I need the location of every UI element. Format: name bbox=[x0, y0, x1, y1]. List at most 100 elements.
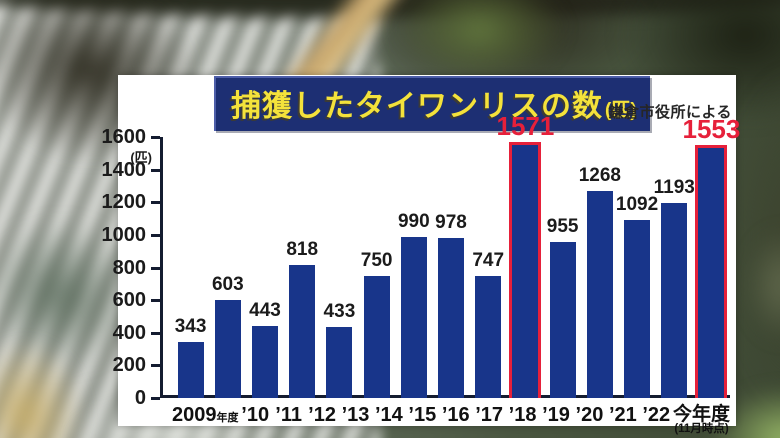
x-axis-label-main: ’18 bbox=[508, 404, 537, 426]
chart-title-banner: 捕獲したタイワンリスの数 (匹) bbox=[214, 76, 650, 131]
x-axis-label-text: 今年度 bbox=[672, 404, 730, 425]
bar bbox=[177, 342, 204, 398]
bar-slot: 1553 bbox=[683, 115, 740, 398]
y-tick-label: 1600 bbox=[101, 126, 147, 148]
x-axis-label-text: 2009 年度 bbox=[172, 404, 239, 426]
x-axis-label: ’11 bbox=[272, 405, 305, 436]
y-tick-mark bbox=[151, 168, 160, 172]
x-axis-label-main: ’14 bbox=[374, 404, 403, 426]
y-tick-label: 200 bbox=[112, 354, 146, 377]
y-tick-label: 1000 bbox=[101, 223, 147, 246]
bar bbox=[252, 326, 278, 398]
y-axis-unit: (匹) bbox=[130, 150, 152, 165]
x-axis-label-text: ’10 bbox=[241, 404, 270, 426]
x-axis-label-text: ’15 bbox=[408, 404, 437, 426]
x-axis-label: ’19 bbox=[539, 405, 572, 436]
bar-slot: 978 bbox=[432, 137, 469, 398]
x-axis-label-text: ’17 bbox=[475, 405, 503, 426]
x-axis-label-main: ’21 bbox=[608, 404, 637, 426]
plot-area: (匹) 1600 1400 1200 1000 800 600 400 200 0 343 603… bbox=[102, 112, 741, 409]
x-axis-label-main: ’22 bbox=[642, 404, 671, 426]
x-axis-label-text: ’14 bbox=[374, 404, 403, 426]
bar bbox=[475, 276, 502, 398]
bar-value-label: 433 bbox=[323, 301, 356, 323]
bar bbox=[326, 327, 353, 398]
x-axis-label: ’15 bbox=[406, 405, 439, 436]
bar-slot: 1092 bbox=[615, 137, 659, 398]
x-axis-label: ’10 bbox=[239, 405, 272, 436]
bar bbox=[214, 300, 241, 398]
bar bbox=[661, 203, 688, 398]
y-tick-mark bbox=[151, 266, 160, 270]
y-tick-mark bbox=[151, 331, 160, 335]
bar bbox=[400, 237, 427, 398]
bar-slot: 955 bbox=[544, 137, 581, 398]
bar-value-label: 1092 bbox=[615, 194, 659, 216]
x-axis-label-text: ’12 bbox=[308, 404, 336, 426]
bar-slot: 1571 bbox=[497, 112, 554, 398]
bar-slot: 750 bbox=[358, 137, 395, 398]
x-axis-label: ’17 bbox=[472, 405, 505, 436]
bar-value-label: 747 bbox=[472, 250, 505, 272]
x-axis-label: ’18 bbox=[506, 405, 539, 436]
bar-slot: 433 bbox=[321, 137, 358, 398]
bar bbox=[438, 238, 465, 398]
x-axis-label: ’13 bbox=[339, 405, 372, 436]
chart-panel: 捕獲したタイワンリスの数 (匹) 鎌倉市役所による (匹) 1600 1400 120… bbox=[102, 75, 741, 435]
bars-container: 343 603 443 818 433 750 990 978 747 1571 955 1268 10… bbox=[160, 112, 740, 398]
x-axis-label: ’16 bbox=[439, 405, 472, 436]
bar bbox=[549, 242, 576, 398]
y-tick-label: 600 bbox=[112, 289, 146, 312]
bar-slot: 443 bbox=[246, 137, 283, 398]
y-tick-label: 1200 bbox=[101, 191, 147, 214]
x-axis-label-main: ’11 bbox=[275, 404, 302, 426]
x-axis-label-main: ’12 bbox=[308, 404, 336, 426]
bar-value-label: 1571 bbox=[496, 111, 555, 142]
y-tick-mark bbox=[151, 397, 160, 400]
x-axis-label-text: ’18 bbox=[508, 404, 537, 426]
x-axis-label-main: ’13 bbox=[341, 404, 370, 426]
bar-slot: 603 bbox=[209, 137, 246, 398]
x-axis-label-main: ’16 bbox=[441, 404, 470, 426]
bar-value-label: 1553 bbox=[682, 114, 741, 145]
bar-value-label: 603 bbox=[211, 274, 244, 296]
x-axis-label: ’14 bbox=[372, 405, 405, 436]
x-axis-label-text: ’11 bbox=[275, 404, 302, 426]
bar-slot: 1193 bbox=[653, 137, 695, 398]
bar-value-label: 818 bbox=[286, 239, 319, 261]
x-axis-label-text: ’16 bbox=[441, 404, 470, 426]
bar-value-label: 1193 bbox=[653, 177, 695, 199]
bar bbox=[363, 276, 390, 398]
bar-slot: 990 bbox=[395, 137, 432, 398]
x-axis-label-text: ’19 bbox=[542, 405, 570, 426]
bar bbox=[289, 265, 316, 398]
bar-highlighted bbox=[509, 142, 542, 398]
x-axis-label: ’21 bbox=[606, 405, 639, 436]
bar-value-label: 443 bbox=[249, 300, 281, 322]
bar-highlighted bbox=[695, 145, 728, 398]
y-tick-label: 0 bbox=[134, 387, 146, 409]
source-attribution: 鎌倉市役所による bbox=[608, 104, 732, 121]
x-axis-label-subnote: (11月時点) bbox=[674, 423, 729, 436]
bar-value-label: 955 bbox=[546, 216, 579, 238]
y-tick-mark bbox=[151, 364, 160, 368]
bar-value-label: 990 bbox=[397, 211, 430, 233]
x-axis-label-text: ’13 bbox=[341, 404, 370, 426]
x-axis-label-main: ’20 bbox=[575, 404, 604, 426]
y-tick-mark bbox=[151, 233, 160, 237]
x-axis-label-main: ’10 bbox=[241, 404, 270, 426]
bar-value-label: 343 bbox=[174, 316, 207, 338]
y-tick-mark bbox=[151, 299, 160, 303]
bar-slot: 1268 bbox=[578, 137, 621, 398]
y-tick-label: 400 bbox=[112, 321, 146, 344]
bar-value-label: 1268 bbox=[578, 165, 621, 187]
x-axis-label-main: ’15 bbox=[408, 404, 437, 426]
bar-slot: 818 bbox=[284, 137, 321, 398]
x-axis-label-text: ’20 bbox=[575, 404, 604, 426]
x-axis-label: ’12 bbox=[305, 405, 338, 436]
chart-title-unit: (匹) bbox=[605, 100, 637, 121]
x-axis-label-main: 今年度 bbox=[672, 404, 730, 425]
x-axis-label-main: 2009 bbox=[172, 404, 217, 426]
bar bbox=[624, 220, 651, 398]
